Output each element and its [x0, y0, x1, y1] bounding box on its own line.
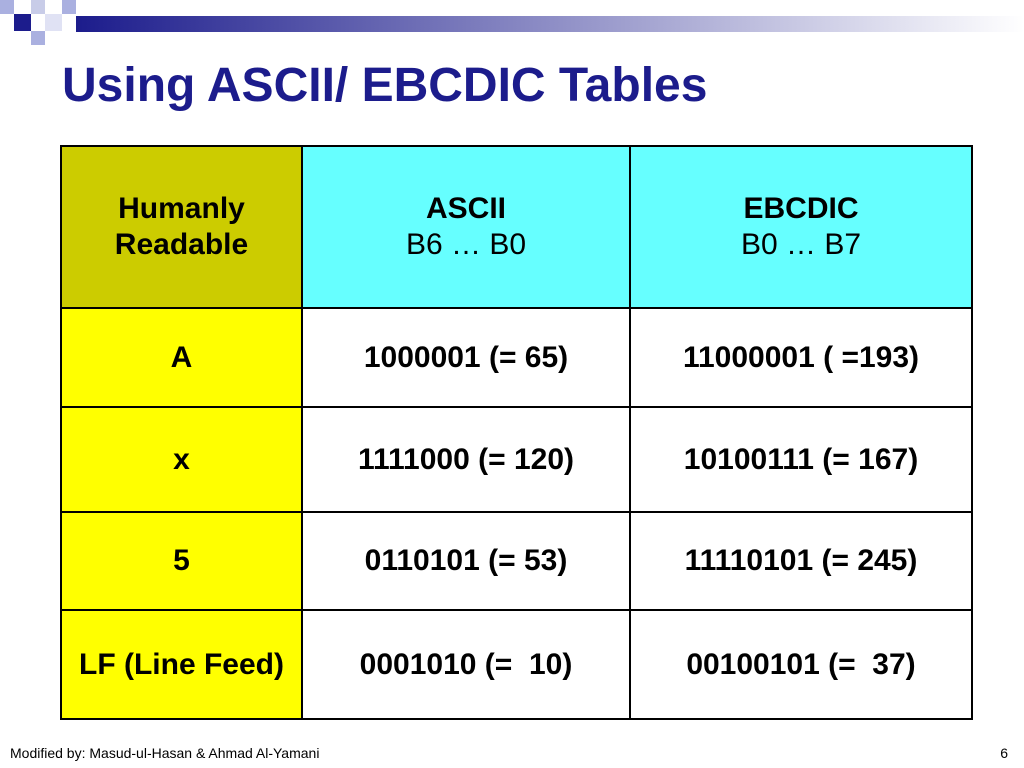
cell: x: [60, 406, 303, 513]
header-subtitle: B6 … B0: [405, 228, 527, 261]
cell: 11000001 ( =193): [629, 307, 973, 408]
cell: 00100101 (= 37): [629, 609, 973, 720]
row: LF (Line Feed) 0001010 (= 10) 00100101 (…: [60, 609, 973, 720]
cell: 5: [60, 511, 303, 611]
slide-title: Using ASCII/ EBCDIC Tables: [62, 59, 708, 112]
header-cell: EBCDIC B0 … B7: [629, 145, 973, 309]
deco-square: [45, 14, 62, 31]
header-title: ASCII: [425, 192, 506, 225]
cell: A: [60, 307, 303, 408]
header-title: EBCDIC: [743, 192, 859, 225]
cell: LF (Line Feed): [60, 609, 303, 720]
cell: 0001010 (= 10): [301, 609, 631, 720]
header-decoration: [0, 0, 1024, 45]
row: x 1111000 (= 120) 10100111 (= 167): [60, 406, 973, 513]
header-cell: Humanly Readable: [60, 145, 303, 309]
deco-square: [31, 31, 45, 45]
row: A 1000001 (= 65) 11000001 ( =193): [60, 307, 973, 408]
cell: 1000001 (= 65): [301, 307, 631, 408]
header-subtitle: B0 … B7: [740, 228, 862, 261]
deco-square: [0, 0, 14, 14]
deco-square: [62, 0, 76, 14]
cell: 0110101 (= 53): [301, 511, 631, 611]
header-cell: ASCII B6 … B0: [301, 145, 631, 309]
row: 5 0110101 (= 53) 11110101 (= 245): [60, 511, 973, 611]
page-number: 6: [1000, 745, 1008, 761]
table: Humanly Readable ASCII B6 … B0 EBCDIC B0 ……: [60, 145, 973, 720]
deco-square: [14, 14, 31, 31]
header-row: Humanly Readable ASCII B6 … B0 EBCDIC B0 ……: [60, 145, 973, 309]
cell: 11110101 (= 245): [629, 511, 973, 611]
deco-bar: [76, 16, 1024, 32]
cell: 1111000 (= 120): [301, 406, 631, 513]
deco-square: [31, 0, 45, 14]
footer-credit: Modified by: Masud-ul-Hasan & Ahmad Al-Y…: [10, 745, 320, 761]
cell: 10100111 (= 167): [629, 406, 973, 513]
